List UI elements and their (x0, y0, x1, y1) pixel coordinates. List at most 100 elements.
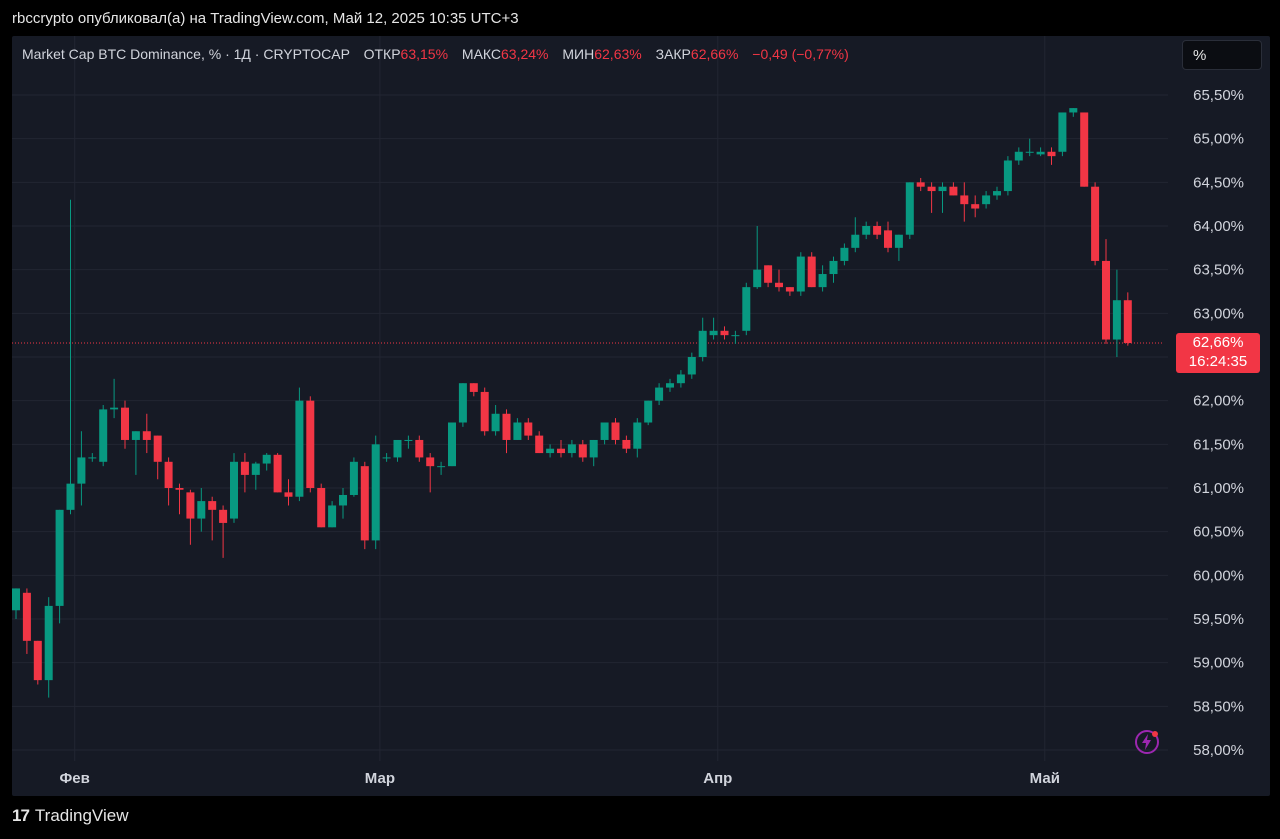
candle-body (535, 435, 544, 454)
y-tick-label: 63,00% (1193, 305, 1244, 322)
y-tick-label: 61,50% (1193, 436, 1244, 453)
candle-body (796, 256, 805, 292)
tradingview-mark-icon: 17 (12, 806, 30, 825)
candle-body (960, 195, 969, 205)
candle-body (1069, 108, 1078, 113)
candle-body (349, 461, 358, 495)
candle-body (55, 509, 64, 606)
candle-body (262, 454, 271, 464)
chart-panel[interactable]: 58,00% 58,50% 59,00% 59,50% 60,00% 60,50% 61,0… (12, 36, 1270, 796)
candle-body (873, 226, 882, 235)
candle-body (862, 226, 871, 235)
candle-body (284, 492, 293, 497)
candle-body (698, 330, 707, 357)
candlestick-chart[interactable]: 58,00% 58,50% 59,00% 59,50% 60,00% 60,50% 61,0… (12, 36, 1270, 796)
candle-body (840, 247, 849, 261)
candle-body (295, 400, 304, 497)
y-tick-label: 64,50% (1193, 174, 1244, 191)
y-tick-label: 62,00% (1193, 393, 1244, 410)
candle-body (208, 501, 217, 510)
candle-body (12, 588, 20, 611)
candle-body (1036, 151, 1045, 155)
candle-body (546, 448, 555, 454)
legend-open-label: ОТКР (363, 46, 401, 62)
candle-body (655, 387, 664, 401)
candle-body (927, 186, 936, 192)
candle-body (1047, 151, 1056, 157)
candle-body (382, 457, 391, 459)
legend-open-value: 63,15% (400, 46, 449, 62)
flash-lightning-icon[interactable] (1133, 728, 1161, 756)
candle-body (240, 461, 249, 475)
last-price-tag: 62,66% 16:24:35 (1176, 333, 1260, 373)
candle-body (142, 431, 151, 440)
candle-body (22, 592, 31, 641)
y-tick-label: 60,00% (1193, 567, 1244, 584)
candle-body (611, 422, 620, 440)
last-price-value: 62,66% (1192, 334, 1244, 351)
candle-body (360, 466, 369, 541)
candle-body (1025, 151, 1034, 153)
candle-body (121, 407, 129, 440)
bar-countdown: 16:24:35 (1188, 353, 1248, 370)
candle-body (971, 204, 980, 209)
candle-body (371, 444, 380, 541)
tradingview-logo[interactable]: 17 TradingView (12, 806, 128, 826)
candle-body (186, 492, 195, 519)
y-tick-label: 58,50% (1193, 698, 1244, 715)
y-tick-label: 65,00% (1193, 131, 1244, 148)
candle-body (1003, 160, 1012, 192)
candle-body (764, 265, 773, 283)
candle-body (807, 256, 816, 288)
candle-body (66, 483, 75, 510)
candle-body (1123, 300, 1132, 344)
candle-body (1102, 260, 1110, 340)
candle-body (219, 509, 228, 523)
legend-high-value: 63,24% (501, 46, 549, 62)
candle-body (88, 457, 97, 459)
candle-body (513, 422, 522, 440)
candle-body (99, 409, 108, 462)
y-tick-label: 63,50% (1193, 262, 1244, 279)
candle-body (589, 439, 598, 458)
legend-symbol: Market Cap BTC Dominance, % · 1Д · CRYPT… (22, 46, 350, 62)
candle-body (818, 274, 827, 288)
candle-body (491, 413, 500, 432)
tradingview-brand: TradingView (34, 806, 129, 825)
legend-low-label: МИН (562, 46, 595, 62)
candle-body (578, 444, 587, 458)
candle-body (731, 335, 740, 337)
candle-body (110, 407, 119, 410)
candle-body (251, 463, 260, 475)
candle-body (644, 400, 653, 423)
y-tick-label: 60,50% (1193, 524, 1244, 541)
candle-body (785, 287, 794, 292)
candle-body (938, 186, 947, 192)
publish-info: rbccrypto опубликовал(а) на TradingView.… (12, 10, 519, 27)
x-tick-label: Май (1030, 770, 1060, 787)
candle-body (557, 448, 565, 454)
candle-body (131, 431, 140, 440)
candle-body (905, 182, 914, 235)
candle-body (1112, 300, 1121, 340)
candle-body (1091, 186, 1100, 261)
candle-body (317, 488, 326, 528)
candle-body (916, 182, 925, 187)
candle-body (426, 457, 435, 467)
candle-body (306, 400, 315, 488)
candle-body (164, 461, 173, 488)
y-tick-label: 61,00% (1193, 480, 1244, 497)
legend-high-label: МАКС (461, 46, 502, 62)
candle-body (753, 269, 762, 288)
candle-body (1058, 112, 1067, 152)
candle-body (676, 374, 685, 384)
percent-scale-button[interactable]: % (1182, 40, 1262, 70)
y-tick-label: 65,50% (1193, 87, 1244, 104)
x-tick-label: Апр (703, 770, 732, 787)
candle-body (742, 287, 751, 331)
candle-body (1014, 151, 1023, 161)
candle-body (197, 501, 206, 519)
legend-close-label: ЗАКР (655, 46, 691, 62)
legend-change: −0,49 (−0,77%) (752, 46, 849, 62)
candle-body (153, 435, 162, 462)
